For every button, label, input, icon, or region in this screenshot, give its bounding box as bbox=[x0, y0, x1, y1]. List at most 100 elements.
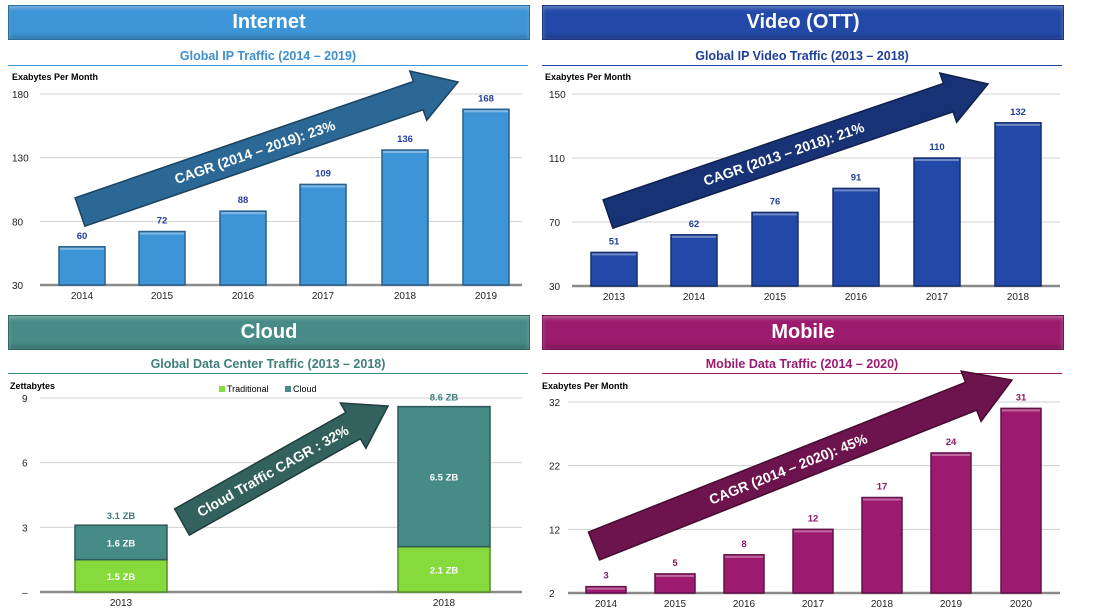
bar-highlight bbox=[834, 189, 878, 192]
bar bbox=[462, 108, 510, 286]
bar bbox=[751, 211, 799, 287]
video-cagr-arrow bbox=[602, 71, 990, 230]
x-tick-label: 2020 bbox=[1010, 599, 1033, 610]
x-tick-label: 2013 bbox=[110, 598, 133, 609]
cloud-bar-segment bbox=[397, 405, 491, 548]
bar-highlight bbox=[863, 498, 901, 501]
bar-highlight bbox=[587, 587, 625, 590]
bar-value-label: 62 bbox=[689, 219, 700, 230]
bar-value-label: 5 bbox=[672, 558, 678, 569]
bar-highlight bbox=[140, 232, 184, 235]
bar-highlight bbox=[672, 235, 716, 238]
divider bbox=[542, 65, 1062, 66]
video-cagr-label: CAGR (2013 – 2018): 21% bbox=[701, 119, 866, 189]
internet-cagr-label: CAGR (2014 – 2019): 23% bbox=[172, 117, 337, 187]
divider bbox=[542, 373, 1062, 374]
bar-value-label: 3 bbox=[603, 571, 608, 582]
cloud-cagr-label: Cloud Traffic CAGR : 32% bbox=[194, 422, 351, 520]
y-tick-label: 150 bbox=[549, 90, 566, 101]
bar-value-label: 17 bbox=[877, 482, 888, 493]
bar bbox=[590, 251, 638, 287]
bar-highlight bbox=[60, 247, 104, 250]
x-tick-label: 2018 bbox=[394, 291, 417, 302]
video-subtitle: Global IP Video Traffic (2013 – 2018) bbox=[695, 49, 909, 63]
mobile-y-axis-label: Exabytes Per Month bbox=[542, 381, 628, 391]
video-y-axis-label: Exabytes Per Month bbox=[545, 72, 631, 82]
traditional-bar-segment bbox=[74, 558, 168, 593]
bar-value-label: 12 bbox=[808, 513, 819, 524]
cloud-subtitle: Global Data Center Traffic (2013 – 2018) bbox=[150, 357, 386, 371]
legend-label: Traditional bbox=[227, 384, 269, 394]
bar-highlight bbox=[915, 159, 959, 161]
x-tick-label: 2015 bbox=[664, 599, 687, 610]
bar bbox=[792, 528, 834, 594]
y-tick-label: 110 bbox=[549, 154, 565, 165]
bar-value-label: 88 bbox=[238, 195, 249, 206]
total-value-label: 8.6 ZB bbox=[430, 393, 459, 404]
cloud-y-axis-label: Zettabytes bbox=[10, 381, 55, 391]
y-tick-label: 12 bbox=[549, 525, 561, 536]
mobile-cagr-arrow bbox=[587, 370, 1014, 561]
internet-y-axis-label: Exabytes Per Month bbox=[12, 72, 98, 82]
x-tick-label: 2016 bbox=[232, 291, 255, 302]
y-tick-label: 30 bbox=[549, 282, 561, 293]
bar bbox=[219, 210, 267, 286]
video-header: Video (OTT) bbox=[542, 5, 1064, 40]
internet-subtitle: Global IP Traffic (2014 – 2019) bbox=[179, 49, 357, 63]
bar bbox=[930, 452, 972, 594]
y-tick-label: 70 bbox=[549, 218, 561, 229]
segment-value-label: 1.6 ZB bbox=[107, 538, 136, 549]
bar-highlight bbox=[1002, 409, 1040, 412]
bar-value-label: 24 bbox=[946, 437, 957, 448]
bar bbox=[381, 149, 429, 286]
cloud-cagr-arrow bbox=[173, 402, 390, 537]
divider bbox=[8, 373, 528, 374]
x-tick-label: 2017 bbox=[802, 599, 825, 610]
traditional-bar-segment bbox=[397, 545, 491, 593]
bar-highlight bbox=[301, 185, 345, 188]
y-tick-label: 6 bbox=[22, 459, 28, 470]
bar-value-label: 109 bbox=[315, 168, 331, 179]
bar-value-label: 168 bbox=[478, 93, 494, 104]
y-tick-label: – bbox=[22, 588, 28, 599]
bar-value-label: 91 bbox=[851, 172, 862, 183]
legend-label: Cloud bbox=[293, 384, 317, 394]
bar bbox=[913, 157, 961, 287]
bar-highlight bbox=[656, 574, 694, 577]
bar bbox=[861, 496, 903, 594]
x-tick-label: 2016 bbox=[733, 599, 756, 610]
x-tick-label: 2018 bbox=[871, 599, 894, 610]
x-tick-label: 2016 bbox=[845, 292, 868, 303]
y-tick-label: 32 bbox=[549, 398, 561, 409]
y-tick-label: 180 bbox=[12, 90, 29, 101]
bar-value-label: 31 bbox=[1016, 392, 1027, 403]
bar-value-label: 51 bbox=[609, 236, 620, 247]
y-tick-label: 80 bbox=[12, 217, 24, 228]
segment-value-label: 2.1 ZB bbox=[430, 565, 459, 576]
y-tick-label: 130 bbox=[12, 154, 29, 165]
x-tick-label: 2015 bbox=[151, 291, 174, 302]
mobile-subtitle: Mobile Data Traffic (2014 – 2020) bbox=[705, 357, 899, 371]
cloud-header: Cloud bbox=[8, 315, 530, 350]
mobile-header: Mobile bbox=[542, 315, 1064, 350]
bar bbox=[58, 246, 106, 286]
bar bbox=[299, 183, 347, 286]
bar-highlight bbox=[932, 453, 970, 456]
bar-value-label: 60 bbox=[77, 231, 88, 242]
x-tick-label: 2015 bbox=[764, 292, 787, 303]
bar-highlight bbox=[794, 530, 832, 533]
bar bbox=[1000, 407, 1042, 594]
bar-value-label: 8 bbox=[741, 539, 746, 550]
y-tick-label: 22 bbox=[549, 462, 561, 473]
segment-value-label: 1.5 ZB bbox=[107, 572, 136, 583]
legend-swatch bbox=[285, 386, 291, 392]
total-value-label: 3.1 ZB bbox=[107, 511, 136, 522]
bar bbox=[138, 230, 186, 286]
bar-highlight bbox=[725, 555, 763, 558]
x-tick-label: 2014 bbox=[71, 291, 94, 302]
bar bbox=[654, 573, 696, 594]
bar-value-label: 76 bbox=[770, 196, 781, 207]
y-tick-label: 2 bbox=[549, 589, 555, 600]
bar-highlight bbox=[383, 151, 427, 154]
